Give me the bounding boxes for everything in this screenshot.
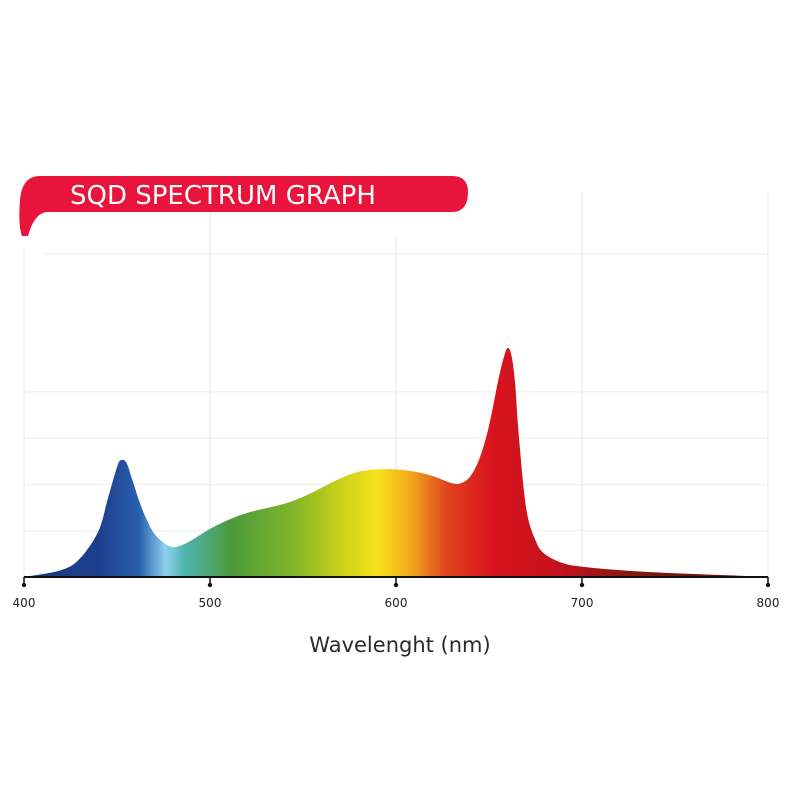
x-tick-dot-600 <box>393 582 399 588</box>
x-tick-dot-500 <box>207 582 213 588</box>
chart-title: SQD SPECTRUM GRAPH <box>70 181 376 211</box>
title-banner-shape <box>19 176 468 236</box>
x-axis: 400 500 600 700 800 <box>13 576 780 610</box>
x-tick-label-500: 500 <box>199 596 222 610</box>
x-tick-label-700: 700 <box>571 596 594 610</box>
series-spectrum-area <box>24 347 768 577</box>
x-tick-dot-800 <box>765 582 771 588</box>
x-tick-label-800: 800 <box>757 596 780 610</box>
title-banner: SQD SPECTRUM GRAPH <box>19 176 468 236</box>
x-tick-label-600: 600 <box>385 596 408 610</box>
x-tick-label-400: 400 <box>13 596 36 610</box>
x-tick-dot-400 <box>21 582 27 588</box>
x-tick-dot-700 <box>579 582 585 588</box>
x-axis-title: Wavelenght (nm) <box>309 633 490 657</box>
